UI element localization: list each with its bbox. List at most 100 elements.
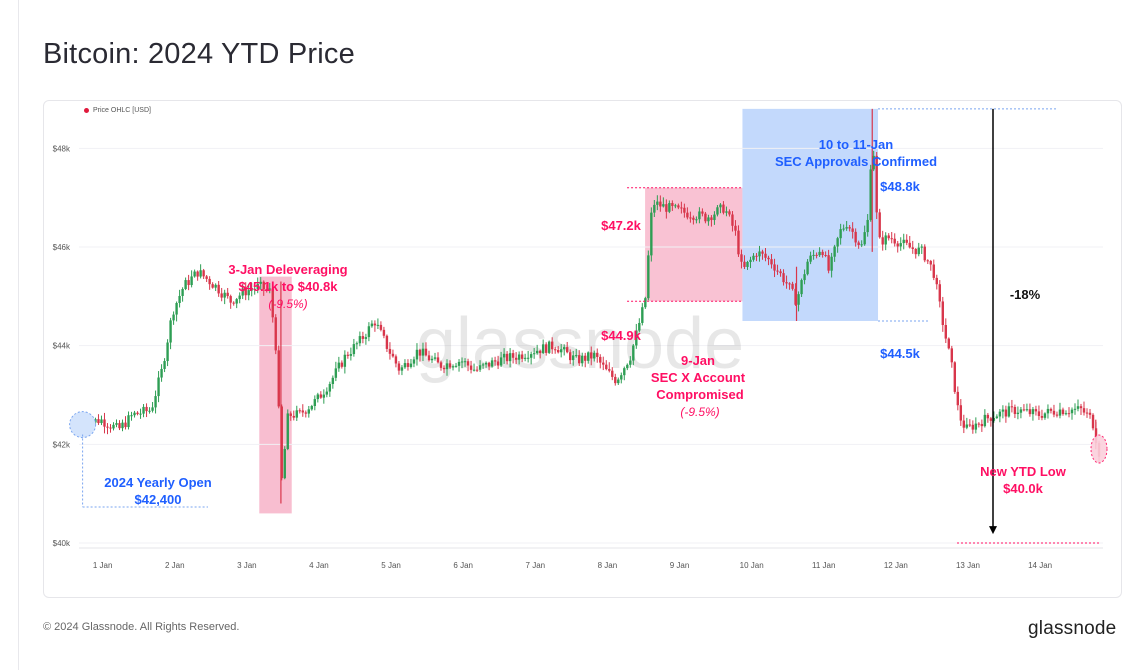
sec-x-high-label: $47.2k [601,218,642,233]
candle-body [1019,409,1023,413]
candle-body [575,355,578,357]
candle-body [956,391,960,406]
candle-body [130,415,133,417]
candle-body [626,364,629,369]
candle-body [848,227,851,229]
copyright-text: © 2024 Glassnode. All Rights Reserved. [43,621,240,633]
candle-body [469,365,473,370]
candle-body [671,203,674,206]
candle-body [370,323,374,327]
candle-body [193,271,196,277]
candle-body [1082,408,1086,413]
candle-body [860,244,863,246]
candle-body [587,352,590,361]
candle-body [547,341,551,353]
candle-body [172,314,175,321]
candle-body [460,361,464,363]
candle-body [1088,412,1092,415]
candle-body [493,360,497,362]
candle-body [845,227,848,229]
candle-body [941,301,944,326]
candle-body [418,349,422,356]
candle-body [971,424,975,430]
candle-body [484,362,488,365]
sec-approval-region [742,108,879,321]
candle-body [556,349,560,353]
candle-body [821,251,824,256]
candle-body [782,273,785,283]
candle-body [238,295,241,300]
candle-body [1055,414,1059,416]
candle-body [358,336,362,344]
candle-body [322,394,326,398]
candle-body [265,289,268,291]
drawdown-label: -18% [1010,287,1041,302]
candle-body [253,288,256,290]
candle-body [136,412,139,415]
candle-body [325,391,329,395]
candle-body [151,407,154,411]
candle-body [674,205,677,207]
y-tick-label: $42k [53,440,71,449]
candle-body [629,360,632,365]
candle-body [97,419,100,424]
candle-body [713,214,716,221]
candle-body [866,219,869,233]
annotations: 2024 Yearly Open $42,400 3-Jan Deleveragin… [69,108,1108,544]
legend-dot-icon [84,108,89,113]
candle-body [514,357,518,360]
x-tick-label: 3 Jan [237,561,257,570]
candle-body [478,365,482,370]
candle-body [406,363,410,367]
candle-body [148,410,151,412]
candle-body [310,406,314,410]
candle-body [638,322,641,331]
candle-body [340,362,344,367]
candle-body [608,369,611,371]
candle-body [728,211,731,215]
candle-body [382,329,386,336]
candle-body [112,424,115,429]
candle-body [289,413,292,416]
candle-body [367,326,371,338]
x-tick-label: 1 Jan [93,561,113,570]
candle-body [526,357,530,359]
candle-body [352,344,356,355]
candle-body [424,348,428,356]
candle-body [920,246,923,248]
candle-body [163,361,166,369]
candle-body [274,317,277,351]
yearly-open-value: $42,400 [135,492,182,507]
candle-body [541,344,545,354]
candle-body [806,261,809,275]
candle-body [962,420,966,428]
candle-body [899,243,902,247]
candle-body [662,204,665,207]
candle-body [725,211,728,213]
candle-body [935,277,938,285]
candle-body [926,260,929,262]
candle-body [316,394,320,400]
candle-body [328,384,332,392]
candle-body [965,424,969,428]
candle-body [809,255,812,262]
candle-body [827,255,830,271]
candle-body [466,361,470,366]
candle-body [121,422,124,429]
candle-body [502,353,506,358]
candle-body [133,412,136,416]
candle-body [268,288,271,290]
candle-body [1070,409,1074,414]
candle-body [1076,406,1080,409]
candle-body [743,261,746,267]
candle-body [950,348,954,363]
candle-body [1037,411,1041,416]
candle-body [737,230,740,255]
candle-body [854,231,857,243]
candle-body [902,239,905,244]
candle-body [226,292,229,297]
deleveraging-range: $45.1k to $40.8k [238,279,338,294]
sec-x-date: 9-Jan [681,353,715,368]
candle-body [881,237,884,245]
candle-body [983,414,987,427]
